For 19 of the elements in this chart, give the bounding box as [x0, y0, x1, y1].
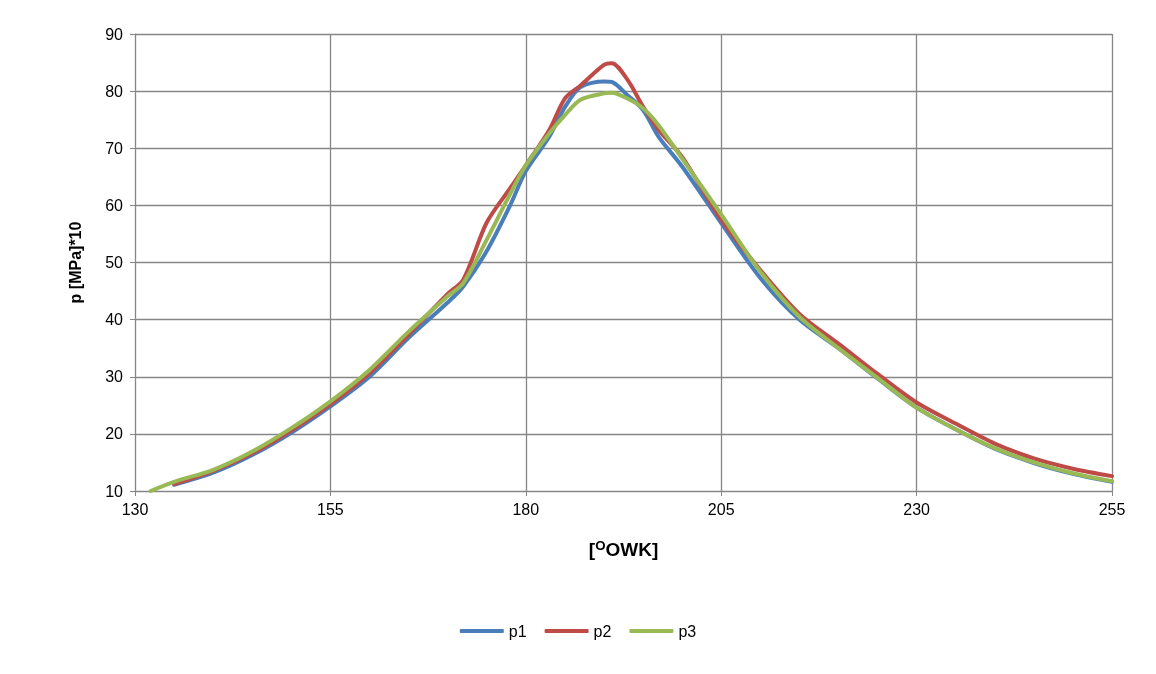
y-tick-label: 90 [105, 25, 124, 43]
y-tick-label: 40 [105, 311, 124, 329]
y-tick-label: 70 [105, 139, 124, 157]
legend-label: p1 [508, 622, 527, 640]
x-tick-label: 205 [707, 500, 735, 518]
y-tick-label: 10 [105, 482, 124, 500]
y-axis-title: p [MPa]*10 [66, 221, 84, 304]
x-tick-label: 255 [1098, 500, 1126, 518]
y-tick-label: 50 [105, 254, 124, 271]
y-tick-label: 30 [105, 368, 124, 386]
y-tick-label: 60 [105, 196, 124, 214]
y-tick-label: 20 [105, 425, 124, 443]
legend-label: p2 [593, 622, 612, 640]
x-tick-label: 230 [903, 500, 931, 518]
x-tick-label: 130 [121, 500, 149, 518]
y-tick-label: 80 [105, 82, 124, 100]
x-tick-label: 180 [512, 500, 540, 518]
legend-label: p3 [678, 622, 697, 640]
x-tick-label: 155 [317, 500, 344, 518]
